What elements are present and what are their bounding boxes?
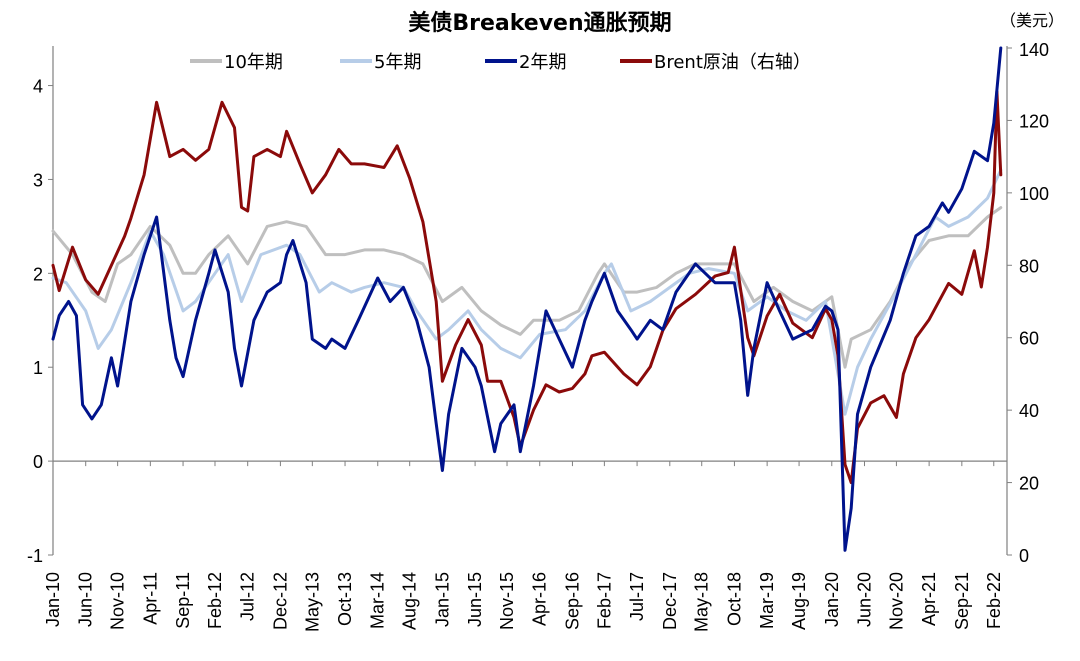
x-tick-label: Feb-17 [594,572,614,629]
right-tick-label: 0 [1019,546,1029,566]
x-tick-label: Sep-21 [952,572,972,630]
x-tick-label: Jan-20 [822,572,842,627]
left-tick-label: 2 [33,264,43,284]
x-tick-label: May-18 [692,572,712,632]
x-tick-label: Mar-14 [368,572,388,629]
legend-label: 2年期 [519,52,566,73]
left-tick-label: -1 [27,546,43,566]
x-tick-label: Dec-17 [660,572,680,630]
x-tick-label: Apr-21 [919,572,939,626]
legend: 10年期 5年期 2年期 Brent原油（右轴） [190,52,811,73]
x-tick-label: Feb-22 [984,572,1004,629]
right-tick-label: 40 [1019,401,1039,421]
x-tick-label: Sep-11 [173,572,193,629]
right-tick-label: 120 [1019,111,1049,131]
left-tick-label: 3 [33,170,43,190]
x-tick-label: Jan-15 [432,572,452,627]
x-tick-label: Jun-15 [465,572,485,627]
left-tick-label: 1 [33,358,43,378]
x-tick-label: May-13 [302,572,322,632]
series-line-0 [51,206,1003,369]
x-tick-label: Apr-11 [140,572,160,625]
x-tick-label: Oct-13 [335,572,355,626]
x-tick-label: Aug-14 [400,572,420,630]
x-tick-label: Aug-19 [789,572,809,630]
chart-title: 美债Breakeven通胀预期 [408,10,671,36]
x-tick-label: Dec-12 [270,572,290,630]
series-line-1 [51,168,1003,416]
right-tick-label: 140 [1019,40,1049,60]
series-line-2 [51,46,1003,552]
x-tick-label: Apr-16 [530,572,550,626]
x-tick-label: Feb-12 [205,572,225,629]
right-tick-label: 60 [1019,329,1039,349]
x-tick-label: Jul-17 [627,572,647,621]
legend-label: Brent原油（右轴） [654,52,811,73]
x-tick-label: Sep-16 [562,572,582,630]
right-tick-label: 100 [1019,184,1049,204]
x-tick-label: Mar-19 [757,572,777,629]
right-axis-unit: （美元） [1000,11,1064,30]
left-tick-label: 0 [33,452,43,472]
tick-labels: 4 3 2 1 0 -1 140 120 100 80 60 40 20 0 Jan-10 Jun-10 Nov… [27,40,1049,632]
x-tick-label: Nov-20 [886,572,906,630]
right-tick-label: 20 [1019,474,1039,494]
x-tick-label: Oct-18 [724,572,744,626]
x-tick-label: Nov-10 [108,572,128,630]
series-layer [51,46,1003,552]
x-tick-label: Nov-15 [497,572,517,630]
legend-label: 5年期 [374,52,421,73]
x-tick-label: Jun-10 [76,572,96,627]
legend-label: 10年期 [224,52,283,73]
x-tick-label: Jan-10 [43,572,63,627]
x-tick-label: Jul-12 [238,572,258,621]
right-tick-label: 80 [1019,256,1039,276]
x-tick-label: Jun-20 [854,572,874,627]
axes [48,46,1012,556]
series-line-3 [51,90,1003,485]
left-tick-label: 4 [33,77,43,97]
